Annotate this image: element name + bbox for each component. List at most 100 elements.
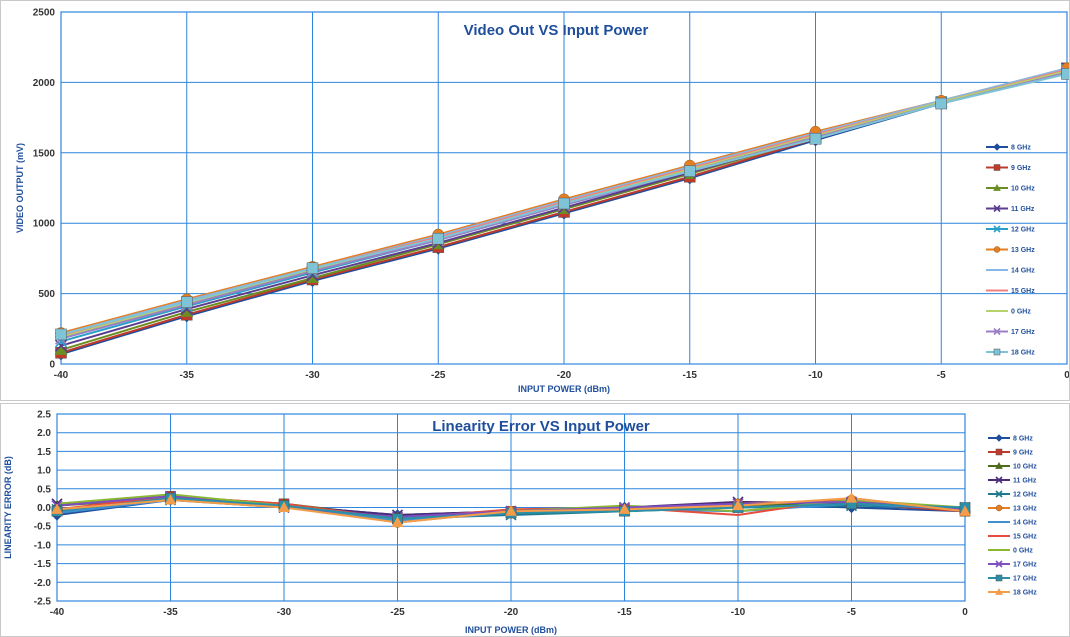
x-tick-label: -30 [305, 370, 320, 381]
x-tick-label: -20 [504, 607, 519, 618]
legend-item: 15 GHz [988, 534, 1037, 541]
legend-label: 13 GHz [1011, 247, 1035, 254]
data-point [1061, 68, 1069, 80]
gridlines [60, 11, 1068, 365]
y-tick-label: 0.5 [37, 484, 51, 495]
y-tick-label: 2000 [33, 78, 56, 89]
legend-item: 9 GHz [988, 448, 1033, 457]
legend-item: 12 GHz [988, 490, 1037, 499]
legend-label: 0 GHz [1013, 548, 1033, 555]
y-tick-label: 2.5 [37, 410, 51, 421]
video-out-chart: -40 -35 -30 -25 -20 -15 -10 -5 0 0 500 1000 1500 2000… [15, 8, 1069, 394]
legend-item: 0 GHz [986, 309, 1031, 316]
legend-item: 14 GHz [986, 268, 1035, 275]
y-tick-label: -2.0 [34, 578, 52, 589]
data-point [845, 492, 858, 503]
legend-swatch-marker [993, 164, 1001, 171]
data-point [51, 503, 63, 514]
legend-item: 13 GHz [986, 246, 1035, 254]
legend-item: 14 GHz [988, 520, 1037, 527]
legend-label: 13 GHz [1013, 506, 1037, 513]
legend-label: 11 GHz [1011, 206, 1035, 213]
legend: 8 GHz 9 GHz 10 GHz 11 GHz 12 GHz 13 GHz 14 GHz… [986, 143, 1035, 357]
legend-item: 9 GHz [986, 164, 1031, 172]
data-point [164, 493, 177, 505]
legend-item: 13 GHz [988, 504, 1037, 513]
chart-title: Linearity Error VS Input Power [432, 418, 650, 435]
plot-area-border [60, 11, 1068, 365]
y-tick-label: 1.0 [37, 466, 51, 477]
legend-swatch-marker [995, 434, 1003, 442]
y-tick-label: 0 [49, 360, 55, 371]
legend-label: 15 GHz [1011, 288, 1035, 295]
legend-swatch-marker [993, 143, 1001, 151]
legend-item: 11 GHz [986, 204, 1035, 213]
x-axis-label: INPUT POWER (dBm) [518, 384, 610, 394]
legend-label: 18 GHz [1011, 350, 1035, 357]
legend-item: 12 GHz [986, 225, 1035, 234]
legend-item: 11 GHz [988, 476, 1037, 485]
legend-label: 18 GHz [1013, 590, 1037, 597]
y-tick-label: 500 [38, 289, 55, 300]
legend-label: 0 GHz [1011, 309, 1031, 316]
chart-title: Video Out VS Input Power [464, 22, 649, 39]
data-point [558, 197, 570, 210]
x-tick-label: -5 [847, 607, 856, 618]
x-tick-labels: -40 -35 -30 -25 -20 -15 -10 -5 0 [50, 607, 968, 618]
legend-swatch-marker [995, 476, 1003, 484]
legend-item: 18 GHz [988, 587, 1037, 597]
legend-label: 9 GHz [1013, 450, 1033, 457]
legend-swatch-marker [993, 246, 1001, 253]
legend: 8 GHz 9 GHz 10 GHz 11 GHz 12 GHz 13 GHz 14 GHz… [988, 434, 1037, 597]
x-tick-label: 0 [1064, 370, 1069, 381]
data-point [181, 296, 193, 308]
x-tick-label: -15 [683, 370, 698, 381]
x-tick-label: -25 [390, 607, 405, 618]
y-tick-label: 2500 [33, 8, 56, 19]
legend-label: 8 GHz [1013, 436, 1033, 443]
data-point [684, 165, 696, 177]
data-point [959, 505, 971, 516]
data-point [732, 499, 744, 511]
x-tick-label: -25 [431, 370, 446, 381]
linearity-error-chart: -40 -35 -30 -25 -20 -15 -10 -5 0 -2.5 -2.0 -1.5 -1.0… [3, 410, 1037, 636]
legend-swatch-marker [995, 490, 1003, 498]
y-tick-label: 2.0 [37, 428, 51, 439]
data-point [618, 503, 631, 514]
x-tick-label: -20 [557, 370, 572, 381]
legend-item: 0 GHz [988, 548, 1033, 555]
legend-swatch-marker [995, 574, 1003, 582]
legend-label: 10 GHz [1011, 186, 1035, 193]
legend-swatch-marker [995, 560, 1003, 568]
legend-item: 17 GHz [988, 560, 1037, 569]
legend-label: 14 GHz [1013, 520, 1037, 527]
data-point [278, 501, 290, 512]
series-markers [54, 61, 1069, 361]
x-tick-label: -40 [50, 607, 65, 618]
y-tick-label: 1000 [33, 219, 56, 230]
legend-label: 8 GHz [1011, 145, 1031, 152]
y-tick-label: -1.5 [34, 559, 52, 570]
legend-label: 14 GHz [1011, 268, 1035, 275]
legend-label: 12 GHz [1011, 227, 1035, 234]
data-point [391, 516, 404, 527]
legend-item: 18 GHz [986, 348, 1035, 357]
linearity-error-chart-panel: -40 -35 -30 -25 -20 -15 -10 -5 0 -2.5 -2.0 -1.5 -1.0… [0, 403, 1070, 637]
legend-swatch-marker [995, 587, 1003, 595]
x-tick-label: -10 [731, 607, 746, 618]
data-point [935, 97, 947, 110]
legend-item: 8 GHz [988, 434, 1033, 443]
legend-swatch-marker [993, 225, 1001, 233]
x-axis-label: INPUT POWER (dBm) [465, 625, 557, 635]
x-tick-label: -10 [808, 370, 823, 381]
y-axis-label: VIDEO OUTPUT (mV) [15, 143, 25, 233]
legend-label: 17 GHz [1013, 562, 1037, 569]
legend-item: 17 GHz [988, 574, 1037, 583]
data-point [55, 328, 67, 341]
y-axis-label: LINEARITY ERROR (dB) [3, 456, 13, 559]
legend-swatch-marker [995, 461, 1003, 469]
legend-swatch-marker [993, 348, 1001, 356]
y-tick-label: 1500 [33, 148, 56, 159]
video-out-chart-panel: -40 -35 -30 -25 -20 -15 -10 -5 0 0 500 1000 1500 2000… [0, 0, 1070, 401]
x-tick-label: 0 [962, 607, 968, 618]
